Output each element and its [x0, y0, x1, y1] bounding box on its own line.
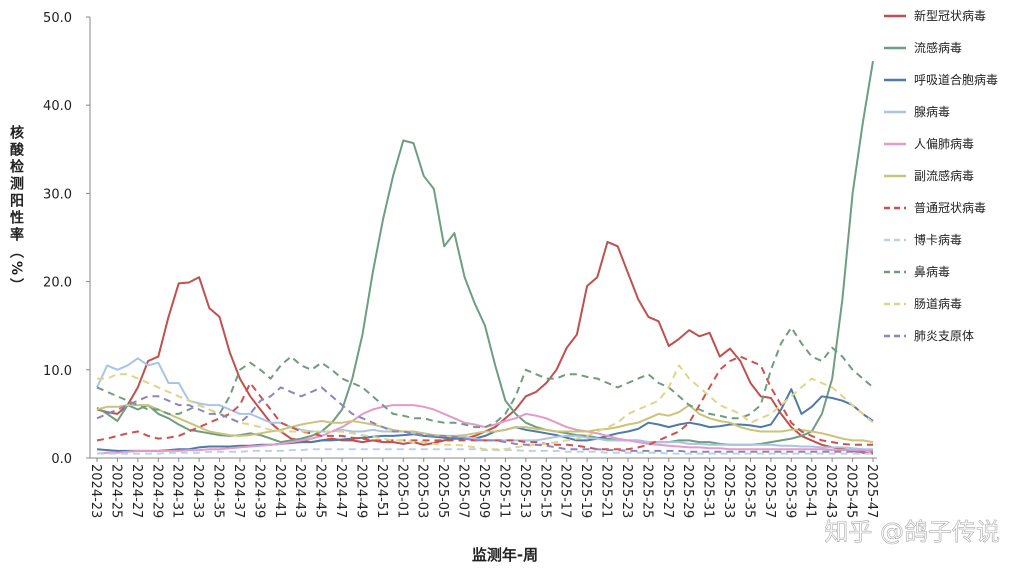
x-tick-label: 2025-21: [599, 464, 614, 518]
x-tick-label: 2024-45: [313, 464, 328, 518]
y-tick-label: 30.0: [43, 187, 72, 202]
x-tick-label: 2025-31: [701, 464, 716, 518]
y-axis-label: 核酸检测阳性率（%）: [8, 124, 25, 295]
x-tick-label: 2024-47: [333, 464, 348, 518]
series-line: [97, 364, 874, 451]
x-tick-label: 2025-33: [721, 464, 736, 518]
x-tick-label: 2025-47: [864, 464, 879, 518]
y-tick-label: 20.0: [43, 276, 72, 291]
y-tick-label: 40.0: [43, 99, 72, 114]
x-tick-label: 2025-03: [415, 464, 430, 518]
x-tick-label: 2025-23: [619, 464, 634, 518]
x-tick-label: 2025-43: [823, 464, 838, 518]
legend-label: 人偏肺病毒: [914, 136, 974, 151]
x-tick-label: 2025-11: [496, 464, 511, 518]
x-tick-label: 2025-17: [558, 464, 573, 518]
x-tick-label: 2024-27: [129, 464, 144, 518]
x-tick-label: 2025-41: [803, 464, 818, 518]
x-tick-label: 2025-09: [476, 464, 491, 518]
legend-label: 鼻病毒: [914, 264, 950, 279]
legend-label: 普通冠状病毒: [914, 200, 986, 215]
watermark: 知乎 @鸽子传说: [824, 518, 1000, 546]
x-tick-label: 2025-15: [537, 464, 552, 518]
series-line: [96, 60, 874, 446]
x-tick-label: 2025-37: [762, 464, 777, 518]
y-tick-label: 10.0: [43, 364, 72, 379]
x-tick-label: 2025-07: [456, 464, 471, 518]
x-tick-label: 2025-39: [782, 464, 797, 518]
x-tick-label: 2025-01: [394, 464, 409, 518]
x-tick-label: 2024-37: [231, 464, 246, 518]
x-axis-label: 监测年-周: [472, 546, 538, 564]
legend-label: 呼吸道合胞病毒: [914, 72, 998, 87]
x-tick-label: 2024-51: [374, 464, 389, 518]
x-tick-label: 2025-45: [844, 464, 859, 518]
legend-label: 博卡病毒: [914, 232, 962, 247]
series-line: [96, 388, 874, 452]
series-line: [96, 404, 874, 444]
x-tick-label: 2024-33: [190, 464, 205, 518]
x-tick-label: 2024-23: [88, 464, 103, 518]
legend-label: 肺炎支原体: [914, 329, 974, 343]
x-tick-label: 2024-25: [108, 464, 123, 518]
x-tick-label: 2025-19: [578, 464, 593, 518]
x-tick-label: 2025-05: [435, 464, 450, 518]
x-tick-label: 2025-27: [660, 464, 675, 518]
x-tick-label: 2025-29: [680, 464, 695, 518]
series-line: [96, 386, 873, 453]
legend-label: 肠道病毒: [914, 296, 962, 311]
legend-label: 腺病毒: [914, 104, 950, 119]
x-tick-label: 2024-43: [292, 464, 307, 518]
x-tick-label: 2024-49: [353, 464, 368, 518]
series-line: [96, 355, 873, 451]
x-tick-label: 2025-35: [741, 464, 756, 518]
legend-label: 副流感病毒: [914, 168, 974, 183]
x-tick-label: 2024-31: [170, 464, 185, 518]
x-tick-label: 2024-35: [211, 464, 226, 518]
legend-label: 流感病毒: [914, 40, 962, 55]
x-tick-label: 2024-29: [149, 464, 164, 518]
x-tick-label: 2024-41: [272, 464, 287, 518]
x-tick-label: 2024-39: [251, 464, 266, 518]
series-line: [96, 404, 873, 455]
legend-label: 新型冠状病毒: [914, 8, 986, 23]
x-tick-label: 2025-25: [639, 464, 654, 518]
y-tick-label: 0.0: [51, 452, 72, 467]
x-tick-label: 2025-13: [517, 464, 532, 518]
y-tick-label: 50.0: [43, 11, 72, 26]
